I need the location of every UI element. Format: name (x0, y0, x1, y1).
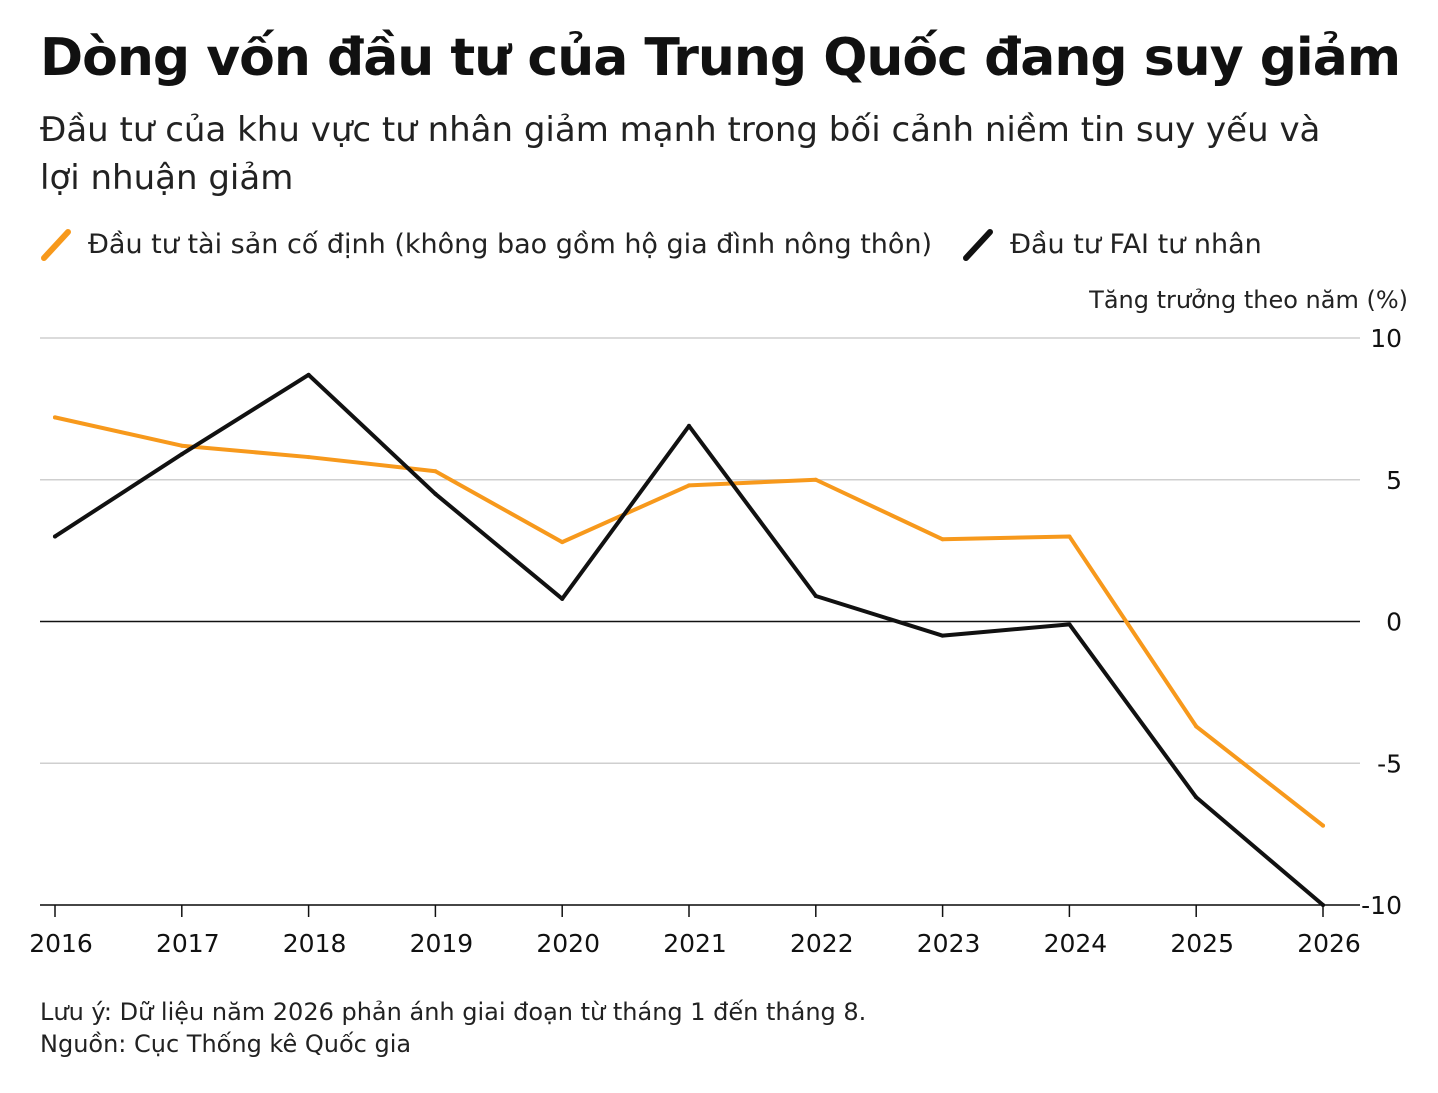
y-tick-label: 10 (1370, 324, 1402, 353)
footnote-note: Lưu ý: Dữ liệu năm 2026 phản ánh giai đo… (40, 998, 867, 1026)
series-line-private-fai (53, 372, 1325, 907)
y-axis-unit-label: Tăng trưởng theo năm (%) (1089, 286, 1408, 314)
legend-swatch-orange (41, 229, 71, 261)
legend-label-private-fai: Đầu tư FAI tư nhân (1010, 228, 1262, 260)
data-point-private-fai (940, 633, 945, 638)
footnote: Lưu ý: Dữ liệu năm 2026 phản ánh giai đo… (40, 996, 866, 1060)
footnote-source: Nguồn: Cục Thống kê Quốc gia (40, 1030, 412, 1058)
legend-label-fixed-asset: Đầu tư tài sản cố định (không bao gồm hộ… (88, 228, 933, 260)
data-point-fixed-asset (306, 455, 311, 460)
data-point-fixed-asset (1321, 823, 1325, 828)
x-tick-label: 2017 (156, 929, 220, 958)
data-point-fixed-asset (1067, 534, 1072, 539)
legend: Đầu tư tài sản cố định (không bao gồm hộ… (40, 226, 1292, 262)
chart-title: Dòng vốn đầu tư của Trung Quốc đang suy … (40, 28, 1401, 88)
x-tick-label: 2020 (536, 929, 600, 958)
y-tick-label: 5 (1386, 466, 1402, 495)
data-point-private-fai (53, 534, 57, 539)
data-point-fixed-asset (1194, 724, 1199, 729)
x-tick-label: 2023 (917, 929, 981, 958)
legend-swatch-black (963, 229, 994, 261)
data-point-fixed-asset (813, 477, 818, 482)
data-point-private-fai (687, 423, 691, 428)
data-point-private-fai (1194, 795, 1199, 800)
x-tick-label: 2026 (1297, 929, 1361, 958)
data-point-private-fai (1321, 903, 1325, 907)
y-tick-label: 0 (1386, 608, 1402, 637)
y-tick-label: -10 (1361, 891, 1402, 920)
data-point-private-fai (179, 452, 184, 457)
data-point-fixed-asset (940, 537, 945, 542)
chart-subtitle: Đầu tư của khu vực tư nhân giảm mạnh tro… (40, 110, 1321, 198)
data-point-fixed-asset (53, 415, 57, 420)
x-tick-label: 2025 (1170, 929, 1234, 958)
x-tick-label: 2016 (29, 929, 93, 958)
y-tick-label: -5 (1377, 749, 1402, 778)
data-point-fixed-asset (433, 469, 438, 474)
x-tick-label: 2018 (283, 929, 347, 958)
x-tick-label: 2024 (1044, 929, 1108, 958)
data-point-fixed-asset (560, 540, 565, 545)
data-point-private-fai (1067, 622, 1072, 627)
data-point-private-fai (813, 593, 818, 598)
data-point-private-fai (306, 372, 311, 377)
x-tick-label: 2021 (663, 929, 727, 958)
x-tick-label: 2019 (410, 929, 474, 958)
data-point-fixed-asset (687, 483, 691, 488)
legend-item-private-fai: Đầu tư FAI tư nhân (962, 226, 1262, 262)
data-point-private-fai (560, 596, 565, 601)
x-tick-label: 2022 (790, 929, 854, 958)
data-point-private-fai (433, 491, 438, 496)
data-point-fixed-asset (179, 443, 184, 448)
legend-item-fixed-asset: Đầu tư tài sản cố định (không bao gồm hộ… (40, 226, 932, 262)
